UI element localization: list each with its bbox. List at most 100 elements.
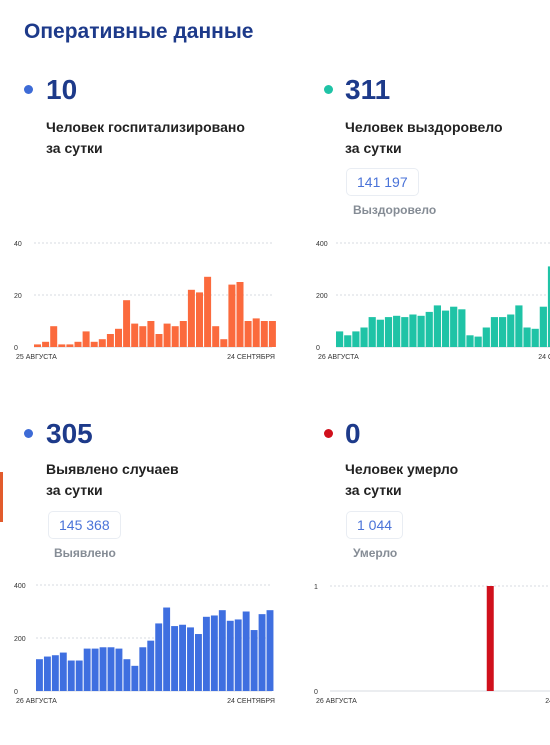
chart-bar	[147, 640, 155, 691]
recovered-label-line2: за сутки	[345, 140, 402, 156]
chart-bar	[83, 648, 91, 691]
recovered-chart: 400 200 0 26 АВГУСТА 24 С	[316, 241, 550, 361]
chart-bar	[220, 339, 228, 347]
chart-bar	[115, 648, 123, 691]
chart-bar	[360, 327, 368, 347]
recovered-total-label: Выздоровело	[353, 203, 437, 217]
y-tick-label: 400	[316, 241, 328, 248]
panel-hospitalized: 10 Человек госпитализировано за сутки	[0, 60, 275, 400]
y-tick-label: 1	[314, 584, 318, 591]
chart-bar	[50, 326, 58, 347]
chart-bar	[376, 319, 384, 347]
y-tick-label: 0	[316, 345, 320, 352]
status-dot-icon	[324, 85, 333, 94]
hospitalized-count: 10	[46, 74, 78, 105]
chart-bar	[490, 317, 499, 347]
chart-bar	[171, 326, 179, 347]
chart-bar	[155, 334, 163, 347]
chart-bar	[244, 321, 252, 347]
chart-bar	[195, 634, 202, 691]
status-dot-icon	[24, 429, 33, 438]
chart-bar	[507, 314, 515, 347]
chart-bar	[539, 306, 547, 347]
deaths-count: 0	[345, 418, 361, 449]
chart-bar	[196, 292, 203, 347]
chart-bar	[234, 619, 242, 691]
chart-bar	[131, 323, 139, 347]
chart-bar	[202, 616, 210, 691]
chart-bar	[179, 321, 187, 347]
chart-bar	[43, 656, 51, 691]
chart-bar	[466, 335, 474, 347]
recovered-total: 141 197	[346, 168, 419, 196]
chart-bar	[393, 315, 401, 347]
chart-bar	[250, 630, 258, 691]
y-tick-label: 40	[14, 241, 22, 248]
chart-bar	[107, 647, 115, 691]
chart-bar	[450, 306, 458, 347]
chart-bar	[482, 327, 490, 347]
chart-bar	[99, 647, 107, 691]
chart-bar	[242, 611, 250, 691]
x-start-label: 25 АВГУСТА	[16, 354, 57, 361]
recovered-label-line1: Человек выздоровело	[345, 119, 503, 135]
chart-bar	[260, 321, 268, 347]
chart-bar	[531, 328, 539, 347]
x-start-label: 26 АВГУСТА	[318, 354, 359, 361]
chart-bar	[51, 655, 59, 691]
chart-bar	[228, 284, 236, 347]
chart-bar	[218, 610, 226, 691]
chart-bar	[417, 315, 425, 347]
hospitalized-label-line2: за сутки	[46, 140, 103, 156]
chart-bar	[433, 305, 441, 347]
deaths-label-line2: за сутки	[345, 482, 402, 498]
chart-bar	[131, 665, 139, 691]
chart-bar	[163, 607, 171, 691]
x-end-label: 24 СЕНТЯБРЯ	[227, 354, 275, 361]
deaths-chart: 1 0 26 АВГУСТА 24	[314, 584, 550, 705]
chart-bar	[474, 336, 482, 347]
chart-bar	[123, 300, 131, 347]
chart-bar	[123, 659, 131, 691]
y-tick-label: 0	[14, 345, 18, 352]
chart-bar	[187, 627, 194, 691]
chart-bar	[499, 317, 507, 347]
chart-bar	[58, 344, 66, 347]
panel-deaths: 0 Человек умерло за сутки 1 044 Умерло	[300, 405, 550, 745]
chart-bar	[384, 317, 393, 347]
recovered-count: 311	[345, 74, 391, 105]
chart-bar	[236, 282, 244, 347]
chart-bar	[523, 327, 531, 347]
status-dot-icon	[324, 429, 333, 438]
chart-bar	[515, 305, 523, 347]
chart-bar	[187, 289, 195, 347]
deaths-total-label: Умерло	[353, 546, 398, 560]
chart-bar	[352, 331, 360, 347]
chart-bar	[336, 331, 344, 347]
chart-bar	[401, 317, 409, 347]
cases-label-line1: Выявлено случаев	[46, 461, 179, 477]
chart-bar	[155, 623, 163, 691]
page-title: Оперативные данные	[24, 20, 254, 43]
chart-bar	[82, 331, 90, 347]
cases-label-line2: за сутки	[46, 482, 103, 498]
chart-bar	[210, 615, 218, 691]
chart-bar	[266, 610, 274, 691]
y-tick-label: 0	[314, 689, 318, 696]
y-tick-label: 200	[14, 636, 26, 643]
chart-bar	[139, 326, 147, 347]
chart-bar	[91, 648, 99, 691]
chart-bar	[106, 334, 114, 347]
chart-bar	[171, 626, 179, 691]
chart-bar	[115, 328, 122, 347]
edge-marker	[0, 472, 3, 522]
chart-bar	[75, 660, 83, 691]
chart-bar	[90, 341, 98, 347]
chart-bar	[34, 344, 41, 347]
chart-bar	[212, 326, 220, 347]
chart-bar	[59, 652, 67, 691]
chart-bar	[268, 321, 276, 347]
y-tick-label: 20	[14, 293, 22, 300]
y-tick-label: 200	[316, 293, 328, 300]
x-start-label: 26 АВГУСТА	[316, 698, 357, 705]
